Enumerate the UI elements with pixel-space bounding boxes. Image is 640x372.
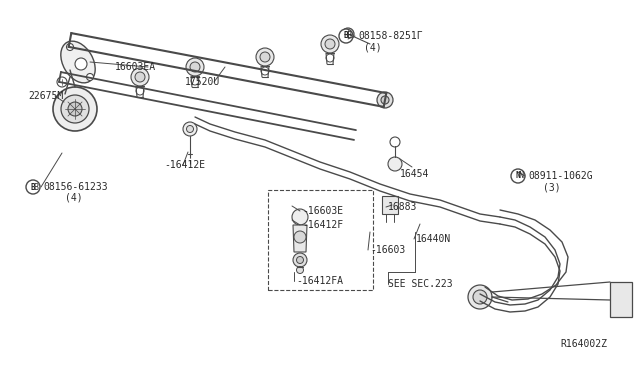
Text: B: B bbox=[31, 183, 35, 192]
Circle shape bbox=[68, 102, 82, 116]
Text: -16603: -16603 bbox=[370, 245, 405, 255]
Circle shape bbox=[186, 58, 204, 76]
Circle shape bbox=[468, 285, 492, 309]
Text: 16440N: 16440N bbox=[416, 234, 451, 244]
Circle shape bbox=[473, 290, 487, 304]
Text: -16412F: -16412F bbox=[302, 220, 343, 230]
Text: -16412E: -16412E bbox=[164, 160, 205, 170]
Text: (4): (4) bbox=[364, 42, 381, 52]
Bar bbox=[268, 190, 373, 290]
Circle shape bbox=[67, 44, 74, 51]
Text: R164002Z: R164002Z bbox=[560, 339, 607, 349]
Circle shape bbox=[261, 67, 269, 75]
Circle shape bbox=[135, 72, 145, 82]
Circle shape bbox=[342, 28, 354, 40]
Circle shape bbox=[190, 62, 200, 72]
Circle shape bbox=[377, 92, 393, 108]
Circle shape bbox=[296, 266, 303, 273]
Text: B: B bbox=[33, 183, 38, 192]
Text: -16603E: -16603E bbox=[302, 206, 343, 216]
Text: B: B bbox=[344, 32, 348, 41]
Polygon shape bbox=[293, 225, 307, 252]
Circle shape bbox=[191, 77, 199, 85]
Text: N: N bbox=[518, 171, 523, 180]
Circle shape bbox=[26, 180, 40, 194]
Circle shape bbox=[75, 58, 87, 70]
Text: (4): (4) bbox=[65, 193, 83, 203]
Circle shape bbox=[321, 35, 339, 53]
Ellipse shape bbox=[61, 41, 95, 83]
Circle shape bbox=[294, 231, 306, 243]
Text: -16412FA: -16412FA bbox=[296, 276, 343, 286]
Circle shape bbox=[186, 125, 193, 132]
Circle shape bbox=[293, 253, 307, 267]
Text: 08911-1062G: 08911-1062G bbox=[528, 171, 593, 181]
Circle shape bbox=[511, 169, 525, 183]
Circle shape bbox=[292, 209, 308, 225]
Text: 16883: 16883 bbox=[388, 202, 417, 212]
Circle shape bbox=[381, 96, 389, 104]
Circle shape bbox=[339, 29, 353, 43]
Circle shape bbox=[131, 68, 149, 86]
Circle shape bbox=[86, 74, 93, 80]
Text: B: B bbox=[346, 32, 351, 41]
Text: 17520U: 17520U bbox=[185, 77, 220, 87]
Text: 22675M: 22675M bbox=[28, 91, 63, 101]
Circle shape bbox=[388, 157, 402, 171]
Text: 08156-61233: 08156-61233 bbox=[43, 182, 108, 192]
Circle shape bbox=[183, 122, 197, 136]
Circle shape bbox=[326, 54, 334, 62]
Text: 08158-8251Γ: 08158-8251Γ bbox=[358, 31, 422, 41]
Circle shape bbox=[296, 257, 303, 263]
Circle shape bbox=[256, 48, 274, 66]
Circle shape bbox=[136, 87, 144, 95]
Circle shape bbox=[61, 95, 89, 123]
Circle shape bbox=[325, 39, 335, 49]
Text: N: N bbox=[516, 171, 520, 180]
Circle shape bbox=[390, 137, 400, 147]
Circle shape bbox=[53, 87, 97, 131]
Circle shape bbox=[57, 77, 67, 87]
Text: 16454: 16454 bbox=[400, 169, 429, 179]
Text: (3): (3) bbox=[543, 182, 561, 192]
Text: 16603EA: 16603EA bbox=[115, 62, 156, 72]
Circle shape bbox=[260, 52, 270, 62]
Text: SEE SEC.223: SEE SEC.223 bbox=[388, 279, 452, 289]
Bar bbox=[610, 282, 632, 317]
Bar bbox=[382, 196, 398, 214]
